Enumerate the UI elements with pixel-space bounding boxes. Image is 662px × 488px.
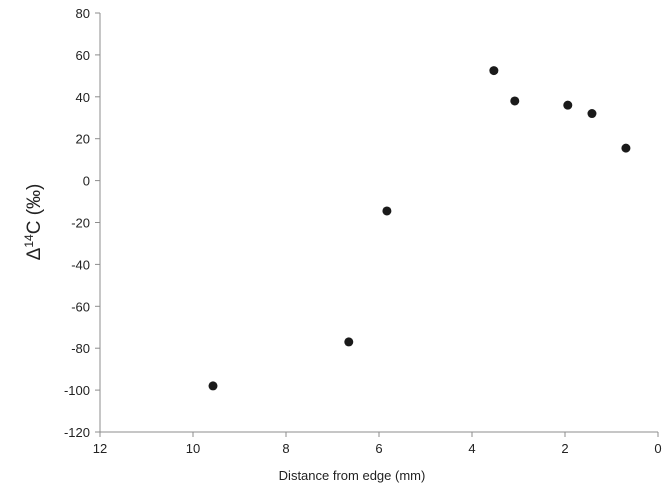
point <box>563 100 573 110</box>
x-tick-label: 12 <box>93 441 107 456</box>
y-tick-label: -100 <box>64 383 90 398</box>
point <box>344 337 354 347</box>
x-axis-label: Distance from edge (mm) <box>279 468 426 483</box>
point <box>510 96 520 106</box>
y-tick-label: -60 <box>71 299 90 314</box>
y-tick-label: 80 <box>76 6 90 21</box>
y-label-prefix: Δ <box>24 247 45 260</box>
y-tick-label: -20 <box>71 216 90 231</box>
x-tick-label: 0 <box>654 441 661 456</box>
y-tick-label: -80 <box>71 341 90 356</box>
x-tick-label: 4 <box>468 441 475 456</box>
y-tick-label: 60 <box>76 48 90 63</box>
x-tick-label: 10 <box>186 441 200 456</box>
point <box>489 66 499 76</box>
y-axis-label: Δ14C (‰) <box>22 184 45 261</box>
x-tick-label: 6 <box>375 441 382 456</box>
point <box>208 381 218 391</box>
y-label-suffix: C (‰) <box>24 184 45 235</box>
x-tick-label: 2 <box>561 441 568 456</box>
y-tick-label: 20 <box>76 132 90 147</box>
x-tick-label: 8 <box>282 441 289 456</box>
y-tick-label: 0 <box>83 174 90 189</box>
y-tick-label: -120 <box>64 425 90 440</box>
y-label-superscript: 14 <box>22 234 36 248</box>
point <box>621 143 631 153</box>
y-tick-label: 40 <box>76 90 90 105</box>
point <box>382 206 392 216</box>
y-tick-label: -40 <box>71 257 90 272</box>
point <box>587 109 597 119</box>
